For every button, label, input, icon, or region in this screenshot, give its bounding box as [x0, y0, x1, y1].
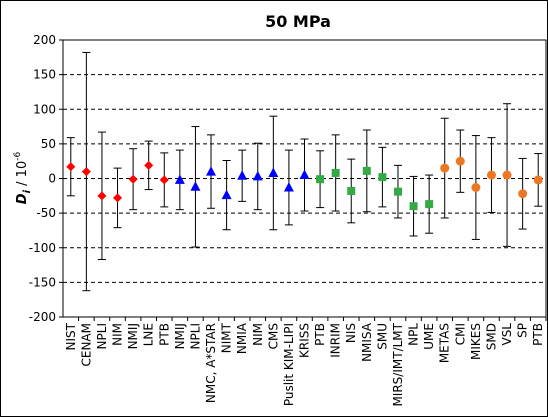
diamond-marker	[81, 167, 91, 177]
x-category-label: VSL	[500, 323, 514, 346]
x-category-label: NPL	[407, 323, 421, 346]
y-tick-label: 50	[41, 137, 56, 151]
square-marker	[393, 187, 402, 196]
triangle-marker	[221, 189, 232, 200]
x-category-label: METAS	[438, 323, 452, 363]
diamond-marker	[144, 160, 154, 170]
chart-title: 50 MPa	[265, 12, 331, 31]
plot-area	[62, 39, 547, 318]
x-category-label: PTB	[531, 323, 545, 346]
circle-marker	[471, 183, 481, 193]
diamond-marker	[113, 193, 123, 203]
y-tick-label: 100	[33, 102, 56, 116]
x-category-label: NIM	[251, 323, 265, 346]
y-axis-label-main: D	[15, 193, 30, 204]
triangle-marker	[268, 167, 279, 177]
x-category-label: KRISS	[298, 323, 312, 358]
circle-marker	[455, 156, 465, 166]
circle-marker	[486, 170, 496, 180]
x-axis-ticks: NIST CENAM NPLI NIM NMIJ LNE PTB NMIJ NPLI NMC, A…	[64, 317, 547, 407]
diamond-marker	[128, 174, 138, 184]
circle-marker	[533, 175, 543, 185]
x-category-label: NMIA	[235, 322, 249, 354]
diamond-marker	[97, 191, 107, 201]
x-category-label: CMS	[266, 323, 280, 349]
y-tick-label: 0	[48, 172, 56, 186]
triangle-marker	[206, 166, 217, 176]
x-category-label: NIS	[344, 323, 358, 343]
y-tick-label: -200	[29, 310, 56, 324]
y-axis-ticks: -200 -150 -100 -50 0 50 100 150 200	[29, 33, 63, 324]
y-tick-label: -100	[29, 241, 56, 255]
circle-marker	[518, 189, 528, 199]
triangle-marker	[299, 169, 310, 180]
x-category-label: CENAM	[79, 323, 93, 367]
square-marker	[347, 186, 356, 195]
x-category-label: PTB	[313, 323, 327, 346]
data-markers	[66, 156, 543, 211]
x-category-label: NIM	[111, 323, 125, 346]
x-category-label: MIRS/IMT/LMT	[391, 322, 405, 406]
circle-marker	[502, 170, 512, 180]
diamond-marker	[66, 162, 76, 172]
x-category-label: NMIJ	[173, 323, 187, 349]
triangle-marker	[283, 182, 294, 192]
x-category-label: NMC, A*STAR	[204, 323, 218, 403]
x-category-label: SMU	[375, 323, 389, 350]
square-marker	[331, 168, 340, 177]
x-category-label: NPLI	[188, 323, 202, 349]
x-category-label: NIMT	[220, 322, 234, 353]
x-category-label: MIKES	[469, 323, 483, 360]
y-axis-label-exp: -6	[13, 152, 23, 161]
triangle-marker	[252, 170, 263, 181]
x-category-label: INRIM	[329, 323, 343, 358]
diamond-marker	[159, 175, 169, 185]
x-category-label: NPLI	[95, 323, 109, 349]
x-category-label: PTB	[157, 323, 171, 346]
triangle-marker	[174, 174, 185, 184]
x-category-label: SMD	[484, 323, 498, 350]
x-category-label: NMISA	[360, 322, 374, 362]
x-category-label: SP	[516, 323, 530, 338]
y-tick-label: -150	[29, 275, 56, 289]
x-category-label: Puslit KIM-LIPI	[282, 323, 296, 406]
triangle-marker	[237, 170, 248, 180]
x-category-label: NMIJ	[126, 323, 140, 349]
y-axis-label: Di / 10-6	[13, 152, 33, 205]
y-tick-label: 200	[33, 33, 56, 47]
square-marker	[362, 166, 371, 175]
triangle-marker	[190, 181, 201, 191]
square-marker	[316, 175, 325, 184]
square-marker	[409, 202, 418, 211]
circle-marker	[440, 163, 450, 173]
x-category-label: LNE	[142, 323, 156, 346]
y-tick-label: 150	[33, 68, 56, 82]
square-marker	[425, 200, 434, 209]
x-category-label: NIST	[64, 322, 78, 350]
x-category-label: UME	[422, 323, 436, 350]
square-marker	[378, 173, 387, 182]
y-axis-label-sub: i	[22, 189, 33, 193]
x-category-label: CMI	[453, 323, 467, 345]
y-tick-label: -50	[36, 206, 56, 220]
y-axis-label-suffix: / 10	[15, 161, 30, 190]
